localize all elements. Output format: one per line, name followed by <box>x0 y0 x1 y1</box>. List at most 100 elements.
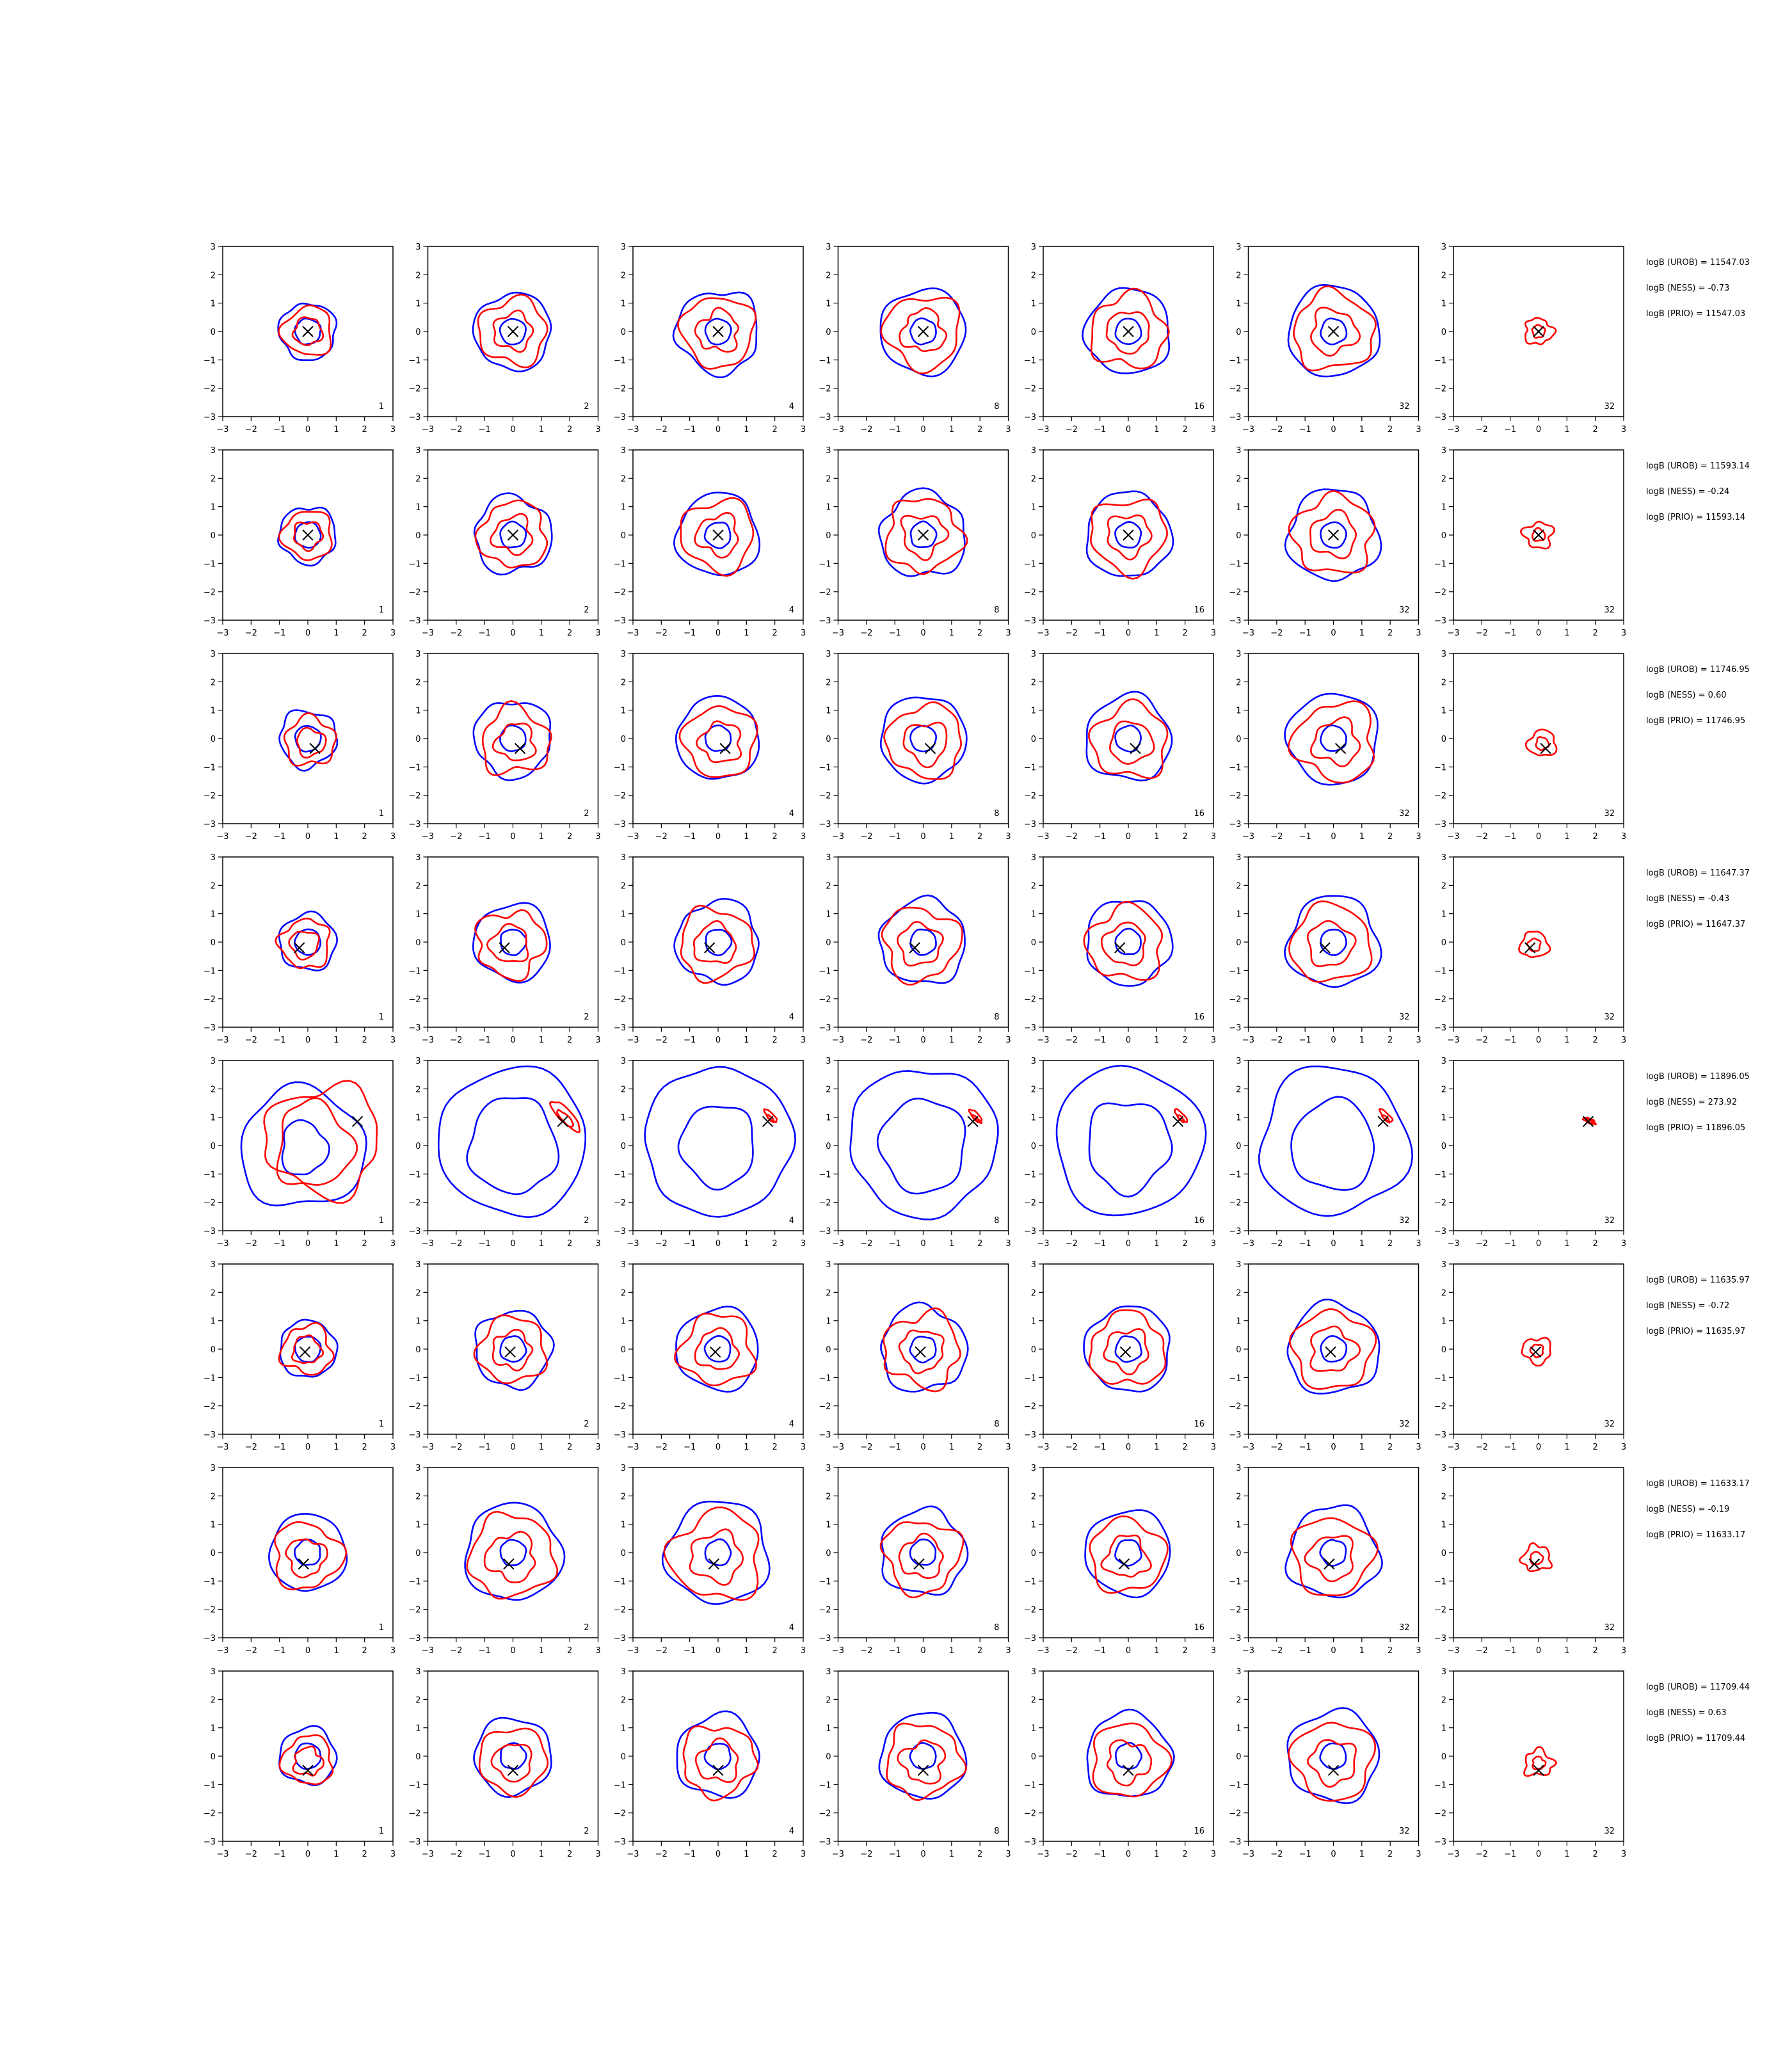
x-marker <box>504 1346 516 1358</box>
red-contour <box>879 1521 964 1599</box>
panel-number-label: 16 <box>1194 1012 1204 1022</box>
red-contour <box>1306 1739 1357 1788</box>
y-tick-label: 2 <box>211 474 216 484</box>
red-contour <box>1176 1114 1185 1124</box>
x-tick-label: 2 <box>1183 1239 1188 1249</box>
x-tick-label: −3 <box>1242 1443 1254 1452</box>
y-tick-label: 2 <box>621 1288 626 1298</box>
contour-panel: −3−3 −2 −2 −1 −1 0 0 1 1 2 2 3 3 8 <box>819 1057 1011 1249</box>
x-marker <box>712 1764 724 1776</box>
x-tick-label: 0 <box>1126 1036 1131 1045</box>
x-tick-label: −1 <box>684 425 696 435</box>
x-marker <box>712 529 724 541</box>
x-tick-label: 1 <box>333 1239 339 1249</box>
y-tick-label: −1 <box>204 1373 216 1383</box>
x-tick-label: 2 <box>772 832 778 842</box>
x-tick-label: −2 <box>1476 1036 1488 1045</box>
y-tick-label: 1 <box>415 1114 420 1123</box>
y-tick-label: −1 <box>1229 1170 1241 1180</box>
x-tick-label: 0 <box>305 832 310 842</box>
x-tick-label: −2 <box>1270 1850 1283 1859</box>
y-tick-label: 0 <box>1441 328 1446 337</box>
y-tick-label: 3 <box>621 650 626 659</box>
y-tick-label: 1 <box>1031 503 1036 513</box>
x-tick-label: −1 <box>479 1036 491 1045</box>
logb-stat-text: logB (PRIO) = 11635.97 <box>1646 1327 1745 1336</box>
x-tick-label: 0 <box>920 1646 925 1656</box>
blue-contour <box>675 1306 759 1393</box>
contour-panel: −3−3 −2 −2 −1 −1 0 0 1 1 2 2 3 3 16 <box>1024 853 1216 1045</box>
red-contour <box>680 904 755 984</box>
x-tick-label: 1 <box>1154 832 1159 842</box>
y-tick-label: 0 <box>1236 1549 1241 1558</box>
y-tick-label: 2 <box>415 474 420 484</box>
x-tick-label: 0 <box>1331 1239 1336 1249</box>
blue-contour <box>877 487 966 577</box>
blue-contour <box>1320 929 1347 956</box>
red-contour <box>1106 1739 1153 1787</box>
x-tick-label: 2 <box>772 1036 778 1045</box>
y-tick-label: −2 <box>408 385 420 394</box>
blue-contour <box>473 492 553 576</box>
y-tick-label: 2 <box>621 271 626 280</box>
red-contour <box>694 1327 740 1370</box>
y-tick-label: 0 <box>1031 1142 1036 1151</box>
y-tick-label: 3 <box>1441 243 1446 252</box>
x-tick-label: −3 <box>1447 832 1459 842</box>
red-contour <box>478 1727 549 1798</box>
contour-panel: −3−3 −2 −2 −1 −1 0 0 1 1 2 2 3 3 1 <box>204 1057 396 1249</box>
y-tick-label: 0 <box>1441 531 1446 541</box>
x-tick-label: −1 <box>684 1036 696 1045</box>
x-tick-label: −3 <box>1037 832 1049 842</box>
red-contour <box>1100 1534 1152 1578</box>
x-tick-label: −3 <box>832 1850 844 1859</box>
y-tick-label: −2 <box>1024 588 1036 598</box>
x-tick-label: 0 <box>305 628 310 638</box>
blue-contour <box>1083 1305 1171 1393</box>
y-tick-label: −3 <box>1229 1430 1241 1440</box>
x-tick-label: 3 <box>1005 1239 1011 1249</box>
x-tick-label: −3 <box>1037 1443 1049 1452</box>
red-contour <box>1531 527 1546 542</box>
x-marker <box>293 942 305 954</box>
x-tick-label: 1 <box>333 1646 339 1656</box>
y-tick-label: 0 <box>211 1752 216 1762</box>
logb-stat-text: logB (NESS) = -0.72 <box>1646 1301 1729 1311</box>
red-contour <box>1518 931 1551 959</box>
x-tick-label: 0 <box>510 832 515 842</box>
y-tick-label: −3 <box>1024 1837 1036 1847</box>
red-contour <box>1288 900 1373 983</box>
y-tick-label: −3 <box>204 616 216 626</box>
y-tick-label: −2 <box>1434 1402 1446 1412</box>
contour-panel: −3−3 −2 −2 −1 −1 0 0 1 1 2 2 3 3 2 <box>408 243 600 435</box>
y-tick-label: 3 <box>1441 446 1446 456</box>
y-tick-label: 3 <box>1441 650 1446 659</box>
y-tick-label: 2 <box>1236 678 1241 687</box>
x-tick-label: 0 <box>1126 1239 1131 1249</box>
contour-panel: −3−3 −2 −2 −1 −1 0 0 1 1 2 2 3 3 16 <box>1024 243 1216 435</box>
y-tick-label: −2 <box>408 995 420 1005</box>
y-tick-label: −3 <box>1024 1023 1036 1033</box>
axes-frame <box>222 1467 394 1638</box>
x-tick-label: 0 <box>1126 1646 1131 1656</box>
x-tick-label: −3 <box>1447 1646 1459 1656</box>
x-tick-label: 1 <box>1564 1036 1569 1045</box>
y-tick-label: 3 <box>621 446 626 456</box>
x-tick-label: 1 <box>1359 1646 1364 1656</box>
x-tick-label: 1 <box>949 628 954 638</box>
y-tick-label: −2 <box>204 792 216 801</box>
y-tick-label: −2 <box>1229 792 1241 801</box>
y-tick-label: −3 <box>1229 1023 1241 1033</box>
y-tick-label: −2 <box>614 1606 626 1615</box>
y-tick-label: 2 <box>415 1695 420 1705</box>
logb-stat-text: logB (PRIO) = 11633.17 <box>1646 1530 1745 1540</box>
y-tick-label: 2 <box>1236 271 1241 280</box>
y-tick-label: 1 <box>1236 707 1241 716</box>
x-tick-label: 2 <box>772 1239 778 1249</box>
x-tick-label: −2 <box>860 628 872 638</box>
y-tick-label: −1 <box>1024 1170 1036 1180</box>
x-marker <box>719 742 731 755</box>
x-marker <box>924 742 936 755</box>
y-tick-label: −2 <box>408 1809 420 1819</box>
